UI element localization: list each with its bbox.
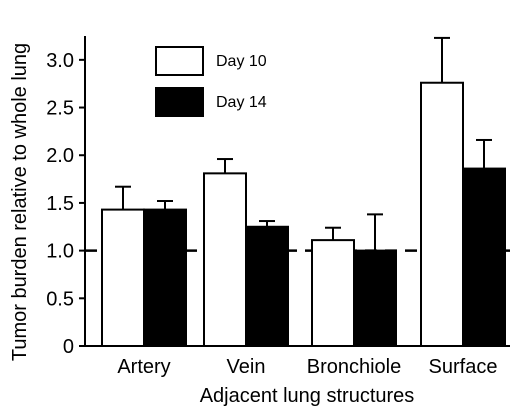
legend-label-day-14: Day 14 xyxy=(216,94,267,111)
bar-artery-day-10 xyxy=(101,208,145,347)
bar-vein-day-10 xyxy=(203,172,247,347)
x-axis-label: Adjacent lung structures xyxy=(200,385,415,407)
x-tick-label-3: Surface xyxy=(429,356,498,378)
legend-swatch-day-10 xyxy=(155,46,204,76)
x-tick-label-1: Vein xyxy=(227,356,266,378)
bars xyxy=(101,36,506,347)
y-tick-label-2: 1.0 xyxy=(46,241,74,263)
axes: 0 0.5 1.0 1.5 2.0 2.5 3.0 Artery Vein Bronchiole S… xyxy=(46,36,510,378)
y-tick-label-1: 0.5 xyxy=(46,288,74,310)
legend: Day 10 Day 14 xyxy=(155,46,267,117)
y-tick-label-6: 3.0 xyxy=(46,50,74,72)
legend-label-day-10: Day 10 xyxy=(216,53,267,70)
y-axis-label: Tumor burden relative to whole lung xyxy=(9,43,31,361)
y-tick-label-3: 1.5 xyxy=(46,193,74,215)
y-tick-label-0: 0 xyxy=(63,336,74,358)
x-tick-label-0: Artery xyxy=(117,356,170,378)
bar-vein-day-14 xyxy=(245,225,289,347)
bar-surface-day-14 xyxy=(462,167,506,347)
bar-artery-day-14 xyxy=(143,208,187,347)
y-tick-label-5: 2.5 xyxy=(46,98,74,120)
bar-surface-day-10 xyxy=(420,81,464,347)
bar-bronchiole-day-14 xyxy=(353,249,397,347)
y-tick-label-4: 2.0 xyxy=(46,145,74,167)
bar-bronchiole-day-10 xyxy=(311,239,355,347)
x-tick-label-2: Bronchiole xyxy=(307,356,402,378)
legend-swatch-day-14 xyxy=(155,87,204,117)
